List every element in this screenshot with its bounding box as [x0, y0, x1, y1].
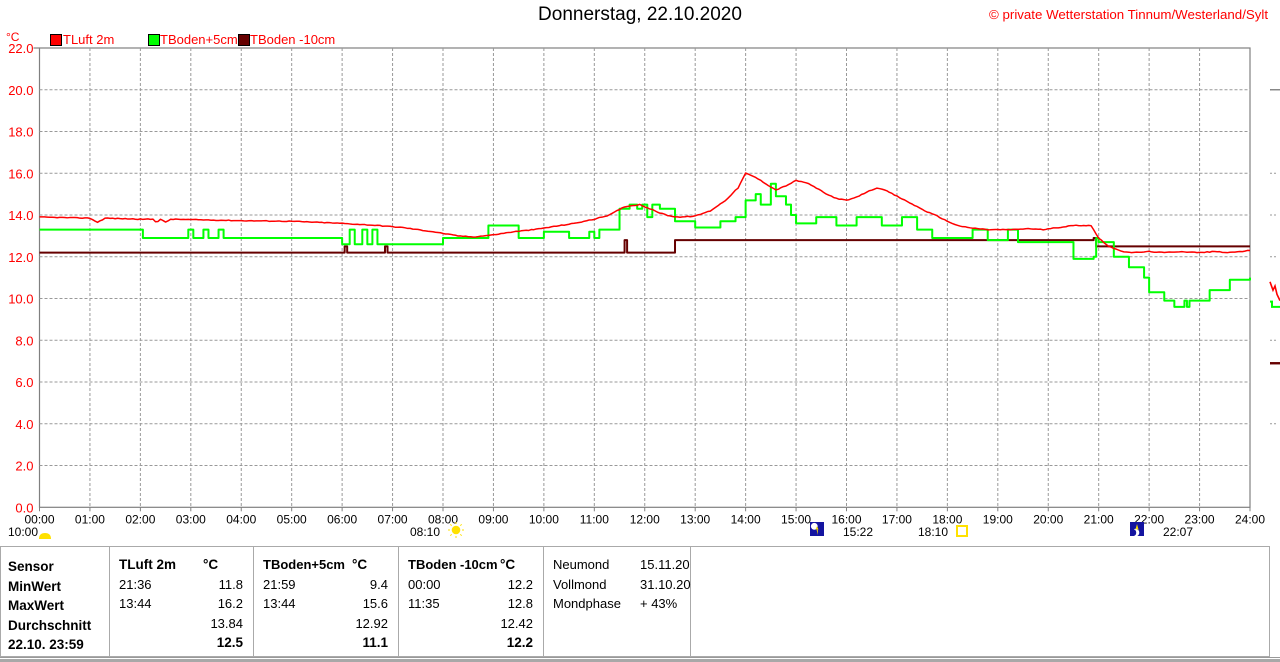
svg-text:15:00: 15:00 — [781, 512, 811, 526]
svg-text:06:00: 06:00 — [327, 512, 357, 526]
svg-text:18.0: 18.0 — [8, 125, 33, 140]
svg-text:12.0: 12.0 — [8, 250, 33, 265]
svg-text:6.0: 6.0 — [15, 375, 33, 390]
svg-text:12:00: 12:00 — [630, 512, 660, 526]
svg-text:17:00: 17:00 — [882, 512, 912, 526]
svg-text:24:00: 24:00 — [1235, 512, 1265, 526]
svg-text:21:00: 21:00 — [1084, 512, 1114, 526]
svg-text:10:00: 10:00 — [529, 512, 559, 526]
svg-text:14.0: 14.0 — [8, 208, 33, 223]
svg-text:05:00: 05:00 — [277, 512, 307, 526]
svg-text:13:00: 13:00 — [680, 512, 710, 526]
svg-text:10.0: 10.0 — [8, 292, 33, 307]
svg-text:16.0: 16.0 — [8, 166, 33, 181]
svg-text:07:00: 07:00 — [378, 512, 408, 526]
svg-text:2.0: 2.0 — [15, 459, 33, 474]
svg-text:11:00: 11:00 — [580, 512, 609, 526]
svg-text:03:00: 03:00 — [176, 512, 206, 526]
svg-text:4.0: 4.0 — [15, 417, 33, 432]
svg-text:14:00: 14:00 — [731, 512, 761, 526]
svg-text:02:00: 02:00 — [125, 512, 155, 526]
svg-text:19:00: 19:00 — [983, 512, 1013, 526]
svg-text:01:00: 01:00 — [75, 512, 105, 526]
svg-text:04:00: 04:00 — [226, 512, 256, 526]
svg-text:09:00: 09:00 — [478, 512, 508, 526]
svg-text:22.0: 22.0 — [8, 41, 33, 56]
svg-text:8.0: 8.0 — [15, 333, 33, 348]
svg-text:20:00: 20:00 — [1033, 512, 1063, 526]
svg-text:20.0: 20.0 — [8, 83, 33, 98]
